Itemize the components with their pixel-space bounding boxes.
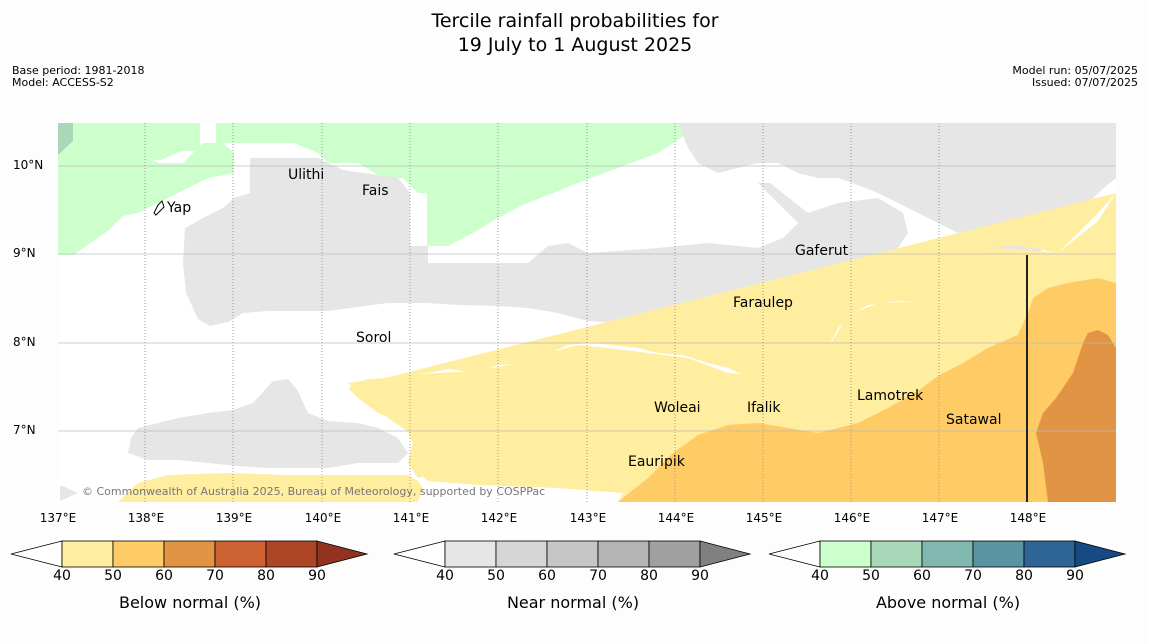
- below-normal-50-region: [618, 278, 1116, 502]
- lon-label-145e: 145°E: [745, 511, 783, 525]
- above-normal-colorbar: [768, 540, 1127, 568]
- colorbar-high-extension: [316, 540, 369, 568]
- colorbar-tick-label: 40: [436, 568, 454, 584]
- colorbar-low-extension: [768, 540, 821, 568]
- copyright-text: © Commonwealth of Australia 2025, Bureau…: [82, 485, 546, 498]
- colorbar-tick-label: 50: [104, 568, 122, 584]
- colorbar-segment: [112, 540, 165, 568]
- colorbar-tick-label: 50: [862, 568, 880, 584]
- place-yap: Yap: [167, 200, 192, 216]
- place-fais: Fais: [362, 183, 389, 199]
- colorbar-segment: [1023, 540, 1076, 568]
- lon-label-147e: 147°E: [921, 511, 959, 525]
- lon-label-141e: 141°E: [392, 511, 430, 525]
- colorbar-high-extension: [699, 540, 752, 568]
- colorbar-segment: [495, 540, 548, 568]
- colorbar-tick-label: 90: [691, 568, 709, 584]
- issued-date: Issued: 07/07/2025: [1031, 76, 1138, 89]
- colorbar-tick-label: 70: [206, 568, 224, 584]
- title-line-1: Tercile rainfall probabilities for: [431, 10, 719, 32]
- title-line-2: 19 July to 1 August 2025: [457, 34, 693, 56]
- above-normal-region: [58, 123, 691, 255]
- lat-label-8n: 8°N: [13, 335, 36, 349]
- colorbar-low-extension: [393, 540, 446, 568]
- colorbar-tick-label: 80: [640, 568, 658, 584]
- colorbar-tick-label: 70: [964, 568, 982, 584]
- below-normal-60-region: [1036, 330, 1116, 502]
- above-normal-dark-corner: [58, 123, 73, 155]
- colorbar-segment: [214, 540, 267, 568]
- lon-label-137e: 137°E: [39, 511, 77, 525]
- near-normal-region-south: [128, 379, 408, 468]
- place-eauripik: Eauripik: [628, 454, 685, 470]
- colorbar-tick-label: 80: [257, 568, 275, 584]
- colorbar-segment: [444, 540, 497, 568]
- meta-right: Model run: 05/07/2025 Issued: 07/07/2025: [1012, 65, 1138, 89]
- model-name: Model: ACCESS-S2: [12, 76, 114, 89]
- colorbar-segment: [265, 540, 318, 568]
- colorbar-segment: [163, 540, 216, 568]
- colorbar-segment: [546, 540, 599, 568]
- yap-island-shape: [153, 200, 165, 216]
- colorbar-tick-label: 50: [487, 568, 505, 584]
- place-lamotrek: Lamotrek: [857, 388, 924, 404]
- colorbar-tick-label: 60: [913, 568, 931, 584]
- lat-label-7n: 7°N: [13, 423, 36, 437]
- chart-title: Tercile rainfall probabilities for 19 Ju…: [0, 9, 1150, 57]
- lat-label-9n: 9°N: [13, 246, 36, 260]
- rainfall-map: [58, 123, 1116, 502]
- lon-label-144e: 144°E: [657, 511, 695, 525]
- colorbar-low-extension: [10, 540, 63, 568]
- base-period: Base period: 1981-2018: [12, 64, 145, 77]
- near-normal-region-main: [183, 158, 908, 335]
- lat-label-10n: 10°N: [13, 158, 44, 172]
- lon-label-140e: 140°E: [304, 511, 342, 525]
- below-normal-title: Below normal (%): [118, 593, 262, 612]
- lon-label-143e: 143°E: [569, 511, 607, 525]
- colorbar-segment: [972, 540, 1025, 568]
- below-normal-40-south-strip: [118, 473, 423, 502]
- place-woleai: Woleai: [654, 400, 701, 416]
- lon-label-142e: 142°E: [480, 511, 518, 525]
- place-ifalik: Ifalik: [747, 400, 781, 416]
- model-run: Model run: 05/07/2025: [1012, 64, 1138, 77]
- near-normal-title: Near normal (%): [506, 593, 640, 612]
- colorbar-tick-label: 90: [1066, 568, 1084, 584]
- colorbar-tick-label: 40: [53, 568, 71, 584]
- place-faraulep: Faraulep: [733, 295, 793, 311]
- colorbar-segment: [870, 540, 923, 568]
- copyright-triangle-icon: [60, 485, 78, 501]
- lon-label-139e: 139°E: [215, 511, 253, 525]
- colorbar-high-extension: [1074, 540, 1127, 568]
- above-normal-title: Above normal (%): [875, 593, 1021, 612]
- lon-label-146e: 146°E: [833, 511, 871, 525]
- colorbar-tick-label: 70: [589, 568, 607, 584]
- colorbar-segment: [61, 540, 114, 568]
- colorbar-segment: [819, 540, 872, 568]
- colorbar-tick-label: 60: [538, 568, 556, 584]
- lon-label-138e: 138°E: [127, 511, 165, 525]
- place-satawal: Satawal: [946, 412, 1002, 428]
- colorbar-segment: [597, 540, 650, 568]
- colorbar-tick-label: 80: [1015, 568, 1033, 584]
- colorbar-segment: [648, 540, 701, 568]
- place-ulithi: Ulithi: [288, 167, 325, 183]
- colorbar-tick-label: 90: [308, 568, 326, 584]
- grid-lines: [58, 123, 1116, 502]
- meta-left: Base period: 1981-2018 Model: ACCESS-S2: [12, 65, 144, 89]
- place-gaferut: Gaferut: [795, 243, 849, 259]
- lon-label-148e: 148°E: [1009, 511, 1047, 525]
- below-normal-colorbar: [10, 540, 369, 568]
- near-normal-colorbar: [393, 540, 752, 568]
- colorbar-tick-label: 40: [811, 568, 829, 584]
- place-sorol: Sorol: [356, 330, 392, 346]
- colorbar-segment: [921, 540, 974, 568]
- colorbar-tick-label: 60: [155, 568, 173, 584]
- below-normal-40-region: [348, 193, 1116, 478]
